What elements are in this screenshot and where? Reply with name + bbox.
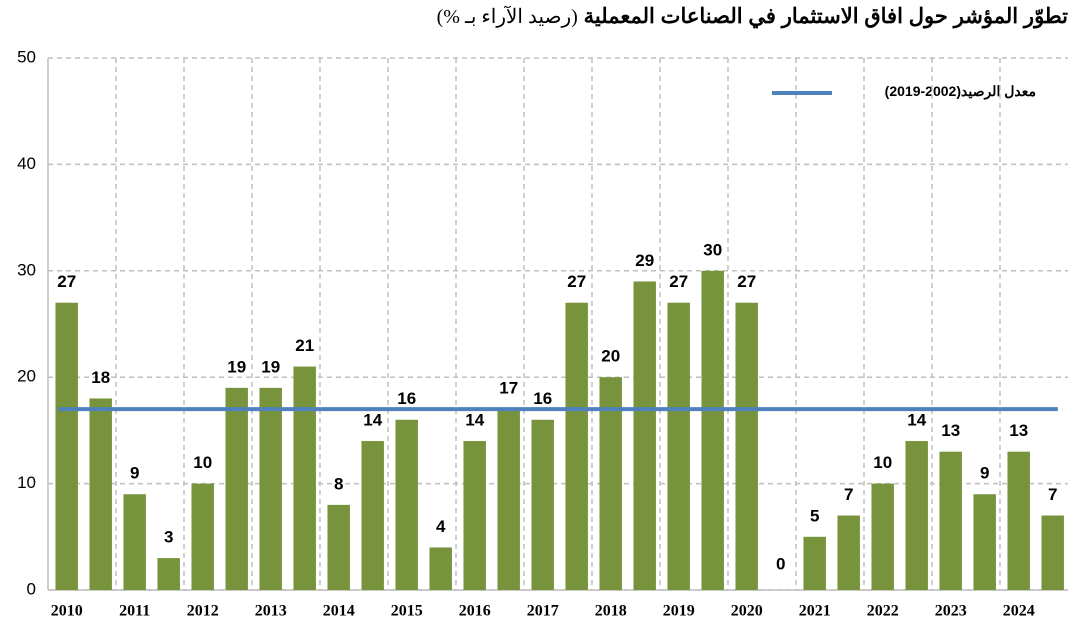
bar — [905, 441, 928, 590]
data-label: 8 — [334, 474, 343, 493]
x-tick-label: 2022 — [867, 603, 899, 620]
y-tick-label: 50 — [17, 47, 36, 66]
data-label: 9 — [130, 464, 139, 483]
bar — [531, 419, 554, 590]
title-text: تطوّر المؤشر حول افاق الاستثمار في الصنا… — [583, 5, 1068, 28]
data-label: 14 — [465, 411, 484, 430]
y-tick-label: 40 — [17, 154, 36, 173]
bar — [157, 558, 180, 590]
y-tick-label: 10 — [17, 473, 36, 492]
data-label: 14 — [363, 411, 382, 430]
data-label: 16 — [397, 389, 416, 408]
x-tick-label: 2019 — [663, 603, 695, 620]
data-label: 9 — [980, 464, 989, 483]
data-label: 3 — [164, 528, 173, 547]
data-label: 13 — [941, 421, 960, 440]
data-label: 0 — [776, 554, 785, 573]
bar — [361, 441, 384, 590]
bar — [191, 483, 214, 590]
x-tick-label: 2021 — [799, 603, 831, 620]
data-label: 13 — [1009, 421, 1028, 440]
bar — [429, 547, 452, 590]
bar — [1007, 451, 1030, 590]
x-tick-label: 2010 — [51, 603, 83, 620]
data-label: 20 — [601, 347, 620, 366]
bar — [633, 281, 656, 590]
bar — [1041, 515, 1064, 590]
bar — [701, 270, 724, 590]
bar — [735, 302, 758, 590]
x-tick-label: 2013 — [255, 603, 287, 620]
x-tick-label: 2015 — [391, 603, 423, 620]
bar — [599, 377, 622, 590]
x-tick-label: 2011 — [119, 603, 150, 620]
x-tick-label: 2016 — [459, 603, 491, 620]
x-tick-label: 2018 — [595, 603, 627, 620]
bar — [293, 366, 316, 590]
bar — [89, 398, 112, 590]
y-tick-label: 30 — [17, 260, 36, 279]
data-label: 16 — [533, 389, 552, 408]
bar — [259, 387, 282, 590]
data-label: 27 — [567, 272, 586, 291]
bar — [395, 419, 418, 590]
bar — [973, 494, 996, 590]
data-label: 18 — [91, 368, 110, 387]
bar — [871, 483, 894, 590]
subtitle: (رصيد الآراء بـ %) — [436, 6, 578, 28]
bar — [55, 302, 78, 590]
bar — [667, 302, 690, 590]
data-label: 5 — [810, 506, 819, 525]
data-label: 7 — [1048, 485, 1057, 504]
x-tick-label: 2014 — [323, 603, 355, 620]
data-label: 17 — [499, 379, 518, 398]
legend-label: معدل الرصيد(2002-2019) — [884, 83, 1036, 99]
data-label: 19 — [227, 357, 246, 376]
data-label: 27 — [669, 272, 688, 291]
bar — [123, 494, 146, 590]
bar — [327, 504, 350, 590]
x-tick-label: 2017 — [527, 603, 559, 620]
x-tick-label: 2020 — [731, 603, 763, 620]
data-label: 27 — [57, 272, 76, 291]
y-tick-label: 20 — [17, 367, 36, 386]
bar — [463, 441, 486, 590]
data-label: 10 — [193, 453, 212, 472]
bar — [497, 409, 520, 590]
data-label: 30 — [703, 240, 722, 259]
x-tick-label: 2023 — [935, 603, 967, 620]
bar — [565, 302, 588, 590]
data-label: 14 — [907, 411, 926, 430]
data-label: 21 — [295, 336, 314, 355]
bar — [939, 451, 962, 590]
data-label: 7 — [844, 485, 853, 504]
chart-title: تطوّر المؤشر حول افاق الاستثمار في الصنا… — [437, 4, 1068, 29]
data-label: 19 — [261, 357, 280, 376]
data-label: 4 — [436, 517, 446, 536]
x-tick-label: 2012 — [187, 603, 219, 620]
x-tick-label: 2024 — [1003, 603, 1035, 620]
data-label: 29 — [635, 251, 654, 270]
data-label: 27 — [737, 272, 756, 291]
bar — [837, 515, 860, 590]
bar — [803, 536, 826, 590]
data-label: 10 — [873, 453, 892, 472]
y-tick-label: 0 — [27, 579, 36, 598]
bar — [225, 387, 248, 590]
